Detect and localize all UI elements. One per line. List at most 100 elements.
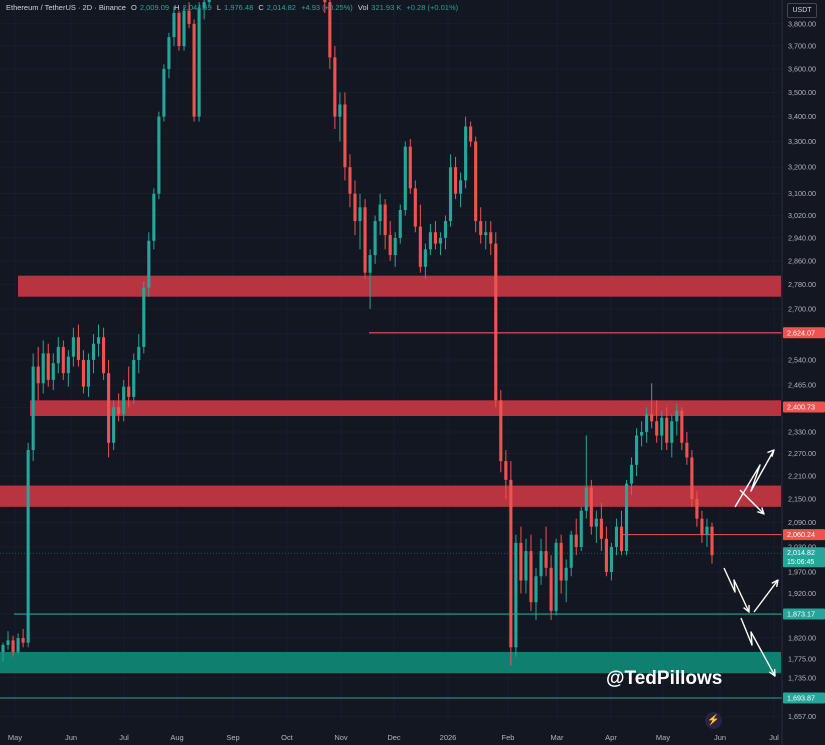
candle-body [378,204,382,222]
price-tick-label: 3,700.00 [788,42,816,51]
candle [514,534,518,657]
candle [549,555,553,620]
candle [554,538,558,616]
candle [86,353,91,397]
candle-body [132,359,136,397]
candle-body [383,204,387,236]
candle-body [629,464,634,484]
currency-unit-button[interactable]: USDT [787,3,817,18]
candle [91,334,96,374]
candle-body [207,0,211,3]
candle [574,518,578,556]
candle [619,510,624,556]
symbol-name[interactable]: Ethereum / TetherUS · 2D · Binance [6,3,126,12]
candle-body [368,255,372,273]
candle-body [403,146,407,211]
price-tick-label: 3,300.00 [788,137,816,146]
candle-body [328,2,332,58]
candle-body [91,343,96,360]
candle [323,0,327,13]
time-tick-label: Nov [334,733,348,742]
candle [614,518,619,556]
candle-body [122,386,126,415]
candle-body [112,407,116,443]
candle [448,154,453,227]
price-tick-label: 2,150.00 [788,495,816,504]
candle-body [660,417,664,436]
time-tick-label: Apr [605,733,617,742]
candle-body [695,499,699,519]
candle-body [117,407,121,415]
resistance-zone [18,275,781,297]
candle-body [675,410,679,422]
candle [122,379,126,422]
volume-change: +0.28 (+0.01%) [406,3,459,12]
candle-body [655,421,659,436]
candle [494,232,498,408]
candle [594,510,598,543]
price-label-box [783,529,825,541]
candle-body [564,567,568,581]
resistance-zone [0,485,781,507]
candle [147,232,151,297]
price-label-text: 2,624.07 [787,328,815,337]
candle-body [423,249,427,267]
price-tick-label: 1,735.00 [788,673,816,682]
countdown-label: 15:06:45 [787,559,814,566]
candle-body [544,551,548,568]
candle [599,502,603,552]
candle-body [443,221,448,238]
candle-body [569,534,573,568]
price-labels: 2,624.07 2,400.73 2,060.24 2,014.82 15:06:45… [783,327,825,704]
candle [650,383,654,429]
candle-body [579,510,583,547]
price-tick-label: 2,090.00 [788,518,816,527]
candle [474,136,478,233]
candle [690,450,694,507]
candle-body [157,116,161,194]
price-label-box [783,547,825,568]
lightning-icon[interactable]: ⚡ [705,712,722,729]
candle-body [398,210,402,238]
candle-body [539,551,543,577]
candle-body [21,638,25,643]
candle [700,510,704,543]
up-zigzag-arrow [734,449,775,508]
candle [343,92,347,181]
candle-body [559,542,563,581]
candle [509,461,513,667]
time-tick-label: Sep [226,733,239,742]
candle [418,204,422,273]
candle-body [469,126,473,142]
candle-body [554,542,558,612]
candle-body [680,410,684,443]
candle [660,410,664,451]
candle-body [705,526,709,535]
candle [524,538,528,594]
candle-body [11,640,15,652]
candle [338,92,342,142]
candle-body [333,57,337,117]
time-axis[interactable]: May Jun Jul Aug Sep Oct Nov Dec 2026 Feb Mar Apr May… [8,733,779,742]
candles [1,0,714,667]
candle [534,567,538,620]
candle [353,180,357,236]
candle-body [484,232,488,236]
time-tick-label: Jul [769,733,779,742]
candle-body [433,232,437,244]
price-tick-label: 3,400.00 [788,112,816,121]
candle [680,407,684,451]
candle-body [604,538,608,572]
candle-body [147,240,151,288]
candle-body [187,10,191,24]
price-tick-label: 1,657.00 [788,712,816,721]
candle [640,421,644,447]
candle [453,156,458,200]
price-tick-label: 1,970.00 [788,567,816,576]
candle [36,346,40,401]
candle [21,628,25,648]
candle-body [710,526,714,556]
price-label-text: 2,014.82 [787,548,815,557]
